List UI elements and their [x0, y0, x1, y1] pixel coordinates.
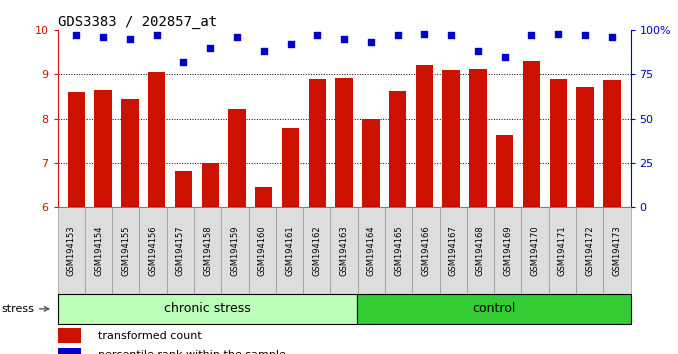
- Bar: [576, 87, 594, 207]
- Point: [392, 33, 403, 38]
- Bar: [416, 64, 433, 207]
- Text: GSM194154: GSM194154: [94, 225, 103, 276]
- Bar: [249, 207, 276, 294]
- Bar: [194, 207, 221, 294]
- Point: [312, 33, 323, 38]
- Bar: [439, 207, 467, 294]
- Bar: [494, 207, 521, 294]
- Bar: [521, 207, 549, 294]
- Bar: [336, 78, 353, 207]
- Bar: [58, 207, 85, 294]
- Bar: [121, 99, 138, 207]
- Bar: [201, 163, 219, 207]
- Point: [205, 45, 216, 51]
- Bar: [362, 119, 380, 207]
- Bar: [167, 207, 194, 294]
- Bar: [358, 207, 385, 294]
- Bar: [330, 207, 358, 294]
- Point: [258, 48, 269, 54]
- Point: [526, 33, 537, 38]
- Text: GSM194166: GSM194166: [422, 225, 431, 276]
- Bar: [357, 294, 631, 324]
- Text: GSM194160: GSM194160: [258, 225, 266, 276]
- Point: [445, 33, 456, 38]
- Bar: [112, 207, 140, 294]
- Text: GDS3383 / 202857_at: GDS3383 / 202857_at: [58, 15, 217, 29]
- Bar: [469, 69, 487, 207]
- Bar: [467, 207, 494, 294]
- Bar: [282, 128, 299, 207]
- Text: GSM194167: GSM194167: [449, 225, 458, 276]
- Text: GSM194171: GSM194171: [558, 225, 567, 276]
- Bar: [576, 207, 603, 294]
- Text: GSM194163: GSM194163: [340, 225, 348, 276]
- Bar: [308, 79, 326, 207]
- Bar: [58, 348, 81, 354]
- Bar: [58, 329, 81, 343]
- Point: [553, 31, 563, 36]
- Text: GSM194162: GSM194162: [313, 225, 321, 276]
- Point: [98, 34, 108, 40]
- Bar: [549, 207, 576, 294]
- Text: stress: stress: [1, 304, 49, 314]
- Text: GSM194157: GSM194157: [176, 225, 185, 276]
- Bar: [94, 90, 112, 207]
- Bar: [140, 207, 167, 294]
- Text: GSM194158: GSM194158: [203, 225, 212, 276]
- Bar: [523, 61, 540, 207]
- Text: GSM194159: GSM194159: [231, 225, 239, 276]
- Point: [499, 54, 510, 59]
- Point: [232, 34, 243, 40]
- Text: GSM194173: GSM194173: [612, 225, 622, 276]
- Point: [285, 41, 296, 47]
- Point: [125, 36, 136, 42]
- Point: [606, 34, 617, 40]
- Point: [580, 33, 591, 38]
- Bar: [550, 79, 567, 207]
- Point: [71, 33, 82, 38]
- Text: percentile rank within the sample: percentile rank within the sample: [98, 350, 285, 354]
- Text: GSM194169: GSM194169: [503, 225, 513, 276]
- Point: [473, 48, 483, 54]
- Text: GSM194168: GSM194168: [476, 225, 485, 276]
- Point: [339, 36, 350, 42]
- Text: transformed count: transformed count: [98, 331, 201, 341]
- Bar: [496, 135, 513, 207]
- Point: [151, 33, 162, 38]
- Bar: [221, 207, 249, 294]
- Text: control: control: [473, 302, 516, 315]
- Bar: [85, 207, 112, 294]
- Point: [178, 59, 189, 65]
- Text: GSM194156: GSM194156: [148, 225, 157, 276]
- Bar: [603, 80, 620, 207]
- Text: GSM194164: GSM194164: [367, 225, 376, 276]
- Text: GSM194161: GSM194161: [285, 225, 294, 276]
- Bar: [276, 207, 303, 294]
- Bar: [389, 91, 406, 207]
- Text: GSM194172: GSM194172: [585, 225, 594, 276]
- Bar: [385, 207, 412, 294]
- Bar: [58, 294, 357, 324]
- Bar: [228, 109, 245, 207]
- Bar: [175, 171, 192, 207]
- Text: GSM194155: GSM194155: [121, 225, 130, 276]
- Bar: [303, 207, 330, 294]
- Bar: [412, 207, 439, 294]
- Text: GSM194165: GSM194165: [394, 225, 403, 276]
- Text: chronic stress: chronic stress: [164, 302, 251, 315]
- Bar: [255, 187, 273, 207]
- Bar: [603, 207, 631, 294]
- Point: [419, 31, 430, 36]
- Point: [365, 40, 376, 45]
- Text: GSM194170: GSM194170: [531, 225, 540, 276]
- Bar: [148, 72, 165, 207]
- Bar: [443, 70, 460, 207]
- Text: GSM194153: GSM194153: [66, 225, 76, 276]
- Bar: [68, 92, 85, 207]
